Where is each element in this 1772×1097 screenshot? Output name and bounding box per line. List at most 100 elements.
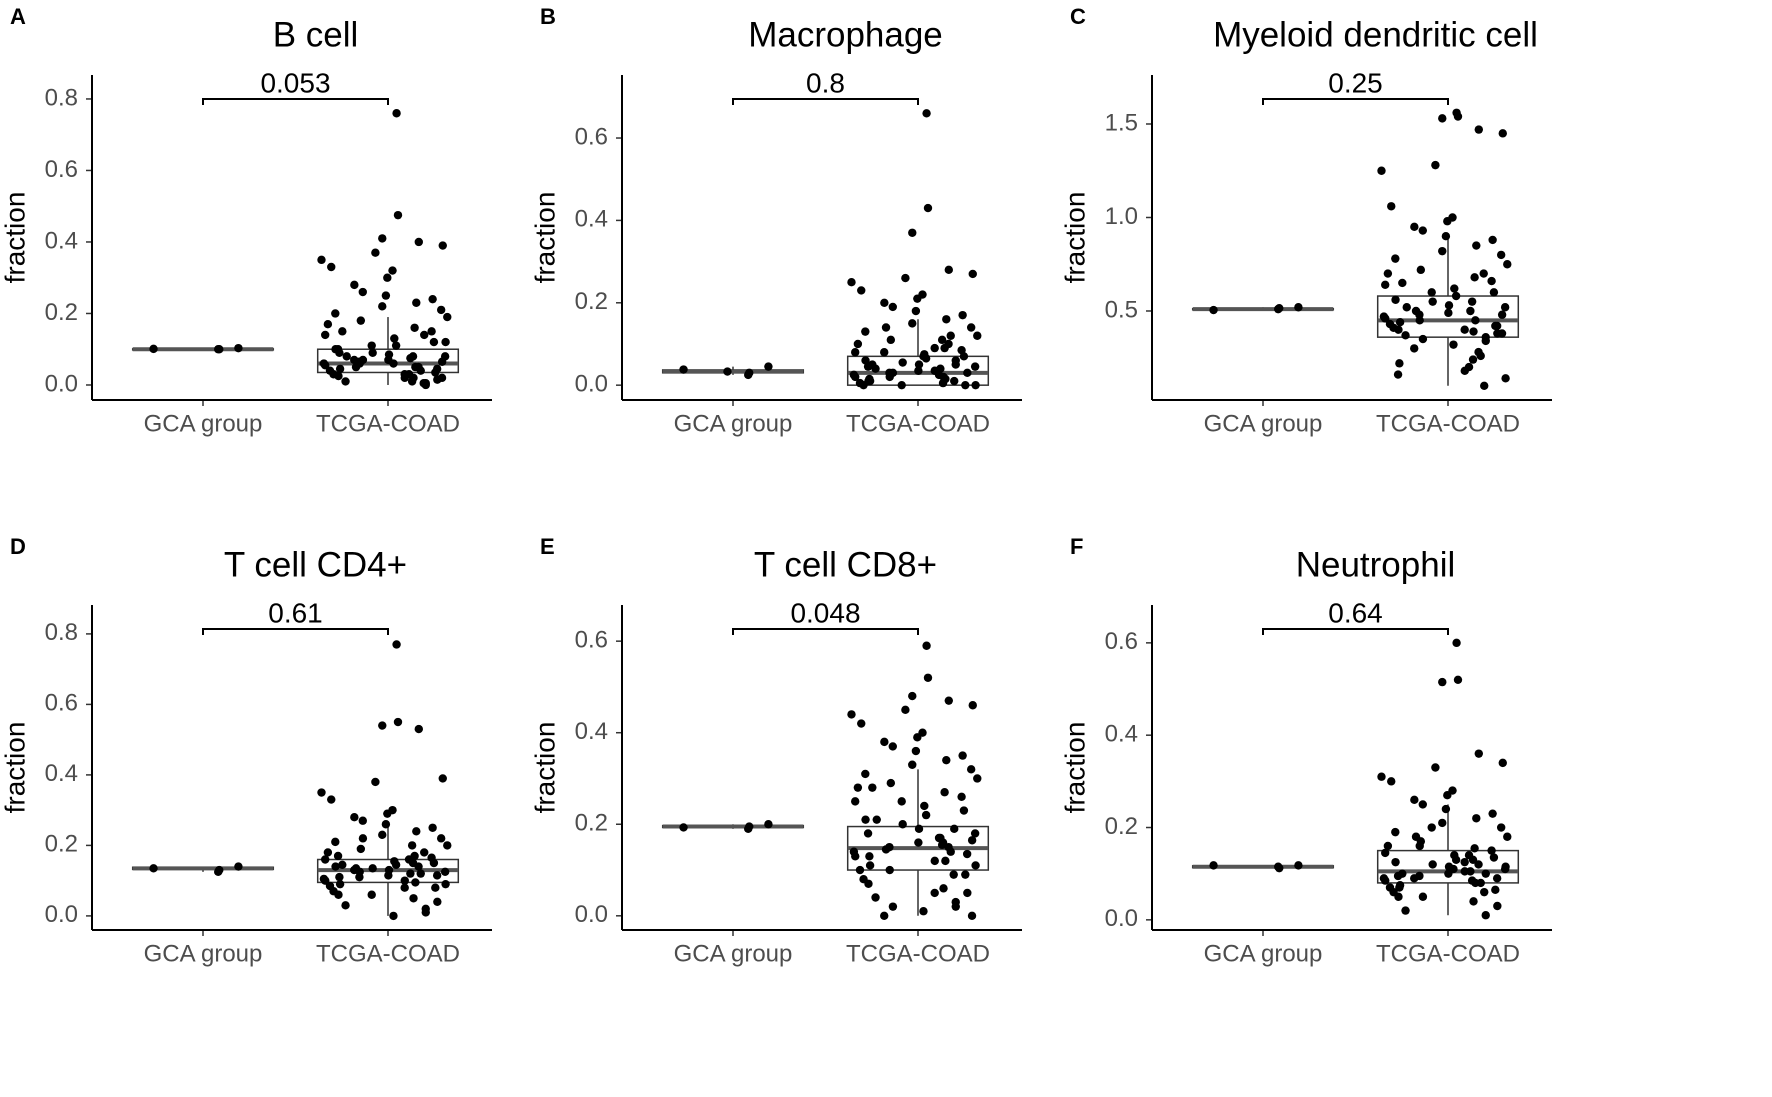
point: [853, 339, 863, 349]
point: [968, 269, 977, 279]
point: [908, 760, 917, 769]
y-axis-label: fraction: [0, 722, 30, 814]
point: [1428, 297, 1437, 306]
y-tick-label: 0.6: [1105, 628, 1138, 655]
point: [1394, 892, 1403, 901]
point: [438, 774, 447, 783]
point: [371, 777, 380, 787]
point: [957, 792, 966, 801]
point: [391, 341, 401, 350]
point: [914, 824, 924, 834]
point: [1395, 359, 1404, 368]
point: [393, 210, 403, 220]
point: [321, 855, 330, 864]
y-tick-label: 0.2: [45, 299, 78, 326]
point: [1474, 125, 1483, 134]
point: [944, 339, 953, 349]
x-tick-label: TCGA-COAD: [316, 410, 460, 437]
point: [1438, 677, 1447, 687]
point: [1503, 260, 1512, 269]
point: [392, 109, 401, 118]
point: [1391, 827, 1400, 837]
point: [384, 871, 393, 880]
point: [412, 827, 421, 836]
point: [1441, 231, 1451, 241]
point: [864, 879, 873, 888]
point: [1418, 334, 1428, 344]
point: [950, 376, 959, 386]
point: [1467, 297, 1477, 306]
point: [1415, 841, 1424, 851]
y-tick-label: 0.6: [45, 690, 78, 717]
point: [871, 893, 880, 902]
point: [934, 833, 944, 843]
point: [1481, 911, 1490, 920]
point: [886, 778, 896, 788]
y-tick-label: 0.2: [1105, 813, 1138, 840]
y-tick-label: 1.0: [1105, 203, 1138, 230]
point: [1381, 280, 1390, 290]
point: [1453, 675, 1463, 684]
x-tick-label: GCA group: [144, 410, 263, 437]
point: [959, 806, 969, 815]
point: [971, 380, 980, 390]
point: [410, 323, 419, 332]
point: [921, 810, 931, 820]
panel: F Neutrophil fraction 0.0 0.2 0.4 0.6 GCA group…: [1059, 534, 1552, 967]
point: [888, 902, 898, 911]
point: [1410, 795, 1419, 805]
bracket: [202, 628, 389, 635]
x-tick-label: TCGA-COAD: [1376, 410, 1520, 437]
point: [1450, 284, 1459, 293]
panel-letter: B: [540, 4, 556, 29]
point: [946, 331, 955, 340]
point: [1410, 222, 1419, 232]
bracket: [732, 98, 919, 105]
point: [973, 331, 982, 340]
point: [911, 306, 921, 316]
y-tick-label: 0.4: [1105, 721, 1138, 748]
point: [378, 721, 387, 730]
point: [901, 705, 910, 715]
point: [440, 867, 450, 877]
point: [1500, 303, 1510, 312]
point: [1497, 329, 1507, 338]
point: [970, 362, 980, 371]
point: [389, 911, 398, 921]
point: [1464, 851, 1474, 860]
point: [1487, 276, 1496, 286]
point: [923, 673, 933, 682]
point: [914, 838, 923, 847]
point: [1274, 304, 1283, 314]
point: [1410, 344, 1419, 353]
point: [1377, 166, 1386, 175]
x-tick-label: GCA group: [144, 940, 263, 967]
y-axis-label: fraction: [0, 192, 30, 284]
point: [764, 820, 773, 829]
point: [1468, 355, 1478, 364]
point: [1460, 325, 1469, 334]
point: [1391, 295, 1400, 304]
point: [880, 298, 889, 307]
y-tick-label: 0.8: [45, 84, 78, 111]
point: [342, 352, 351, 361]
point: [1438, 114, 1447, 123]
point: [961, 870, 970, 879]
x-tick-label: GCA group: [1204, 410, 1323, 437]
point: [420, 848, 429, 857]
point: [880, 911, 889, 921]
point: [333, 851, 343, 861]
point: [331, 837, 340, 847]
point: [962, 849, 972, 859]
point: [1416, 265, 1426, 275]
point: [1441, 804, 1451, 814]
panel: D T cell CD4+ fraction 0.0 0.2 0.4 0.6 0.8 GCA g…: [0, 534, 492, 967]
point: [744, 370, 753, 380]
y-tick-label: 0.2: [45, 831, 78, 858]
point: [433, 897, 442, 907]
point: [942, 315, 951, 324]
point: [416, 869, 425, 878]
point: [1479, 269, 1488, 278]
point: [967, 836, 977, 845]
point: [1294, 861, 1303, 870]
